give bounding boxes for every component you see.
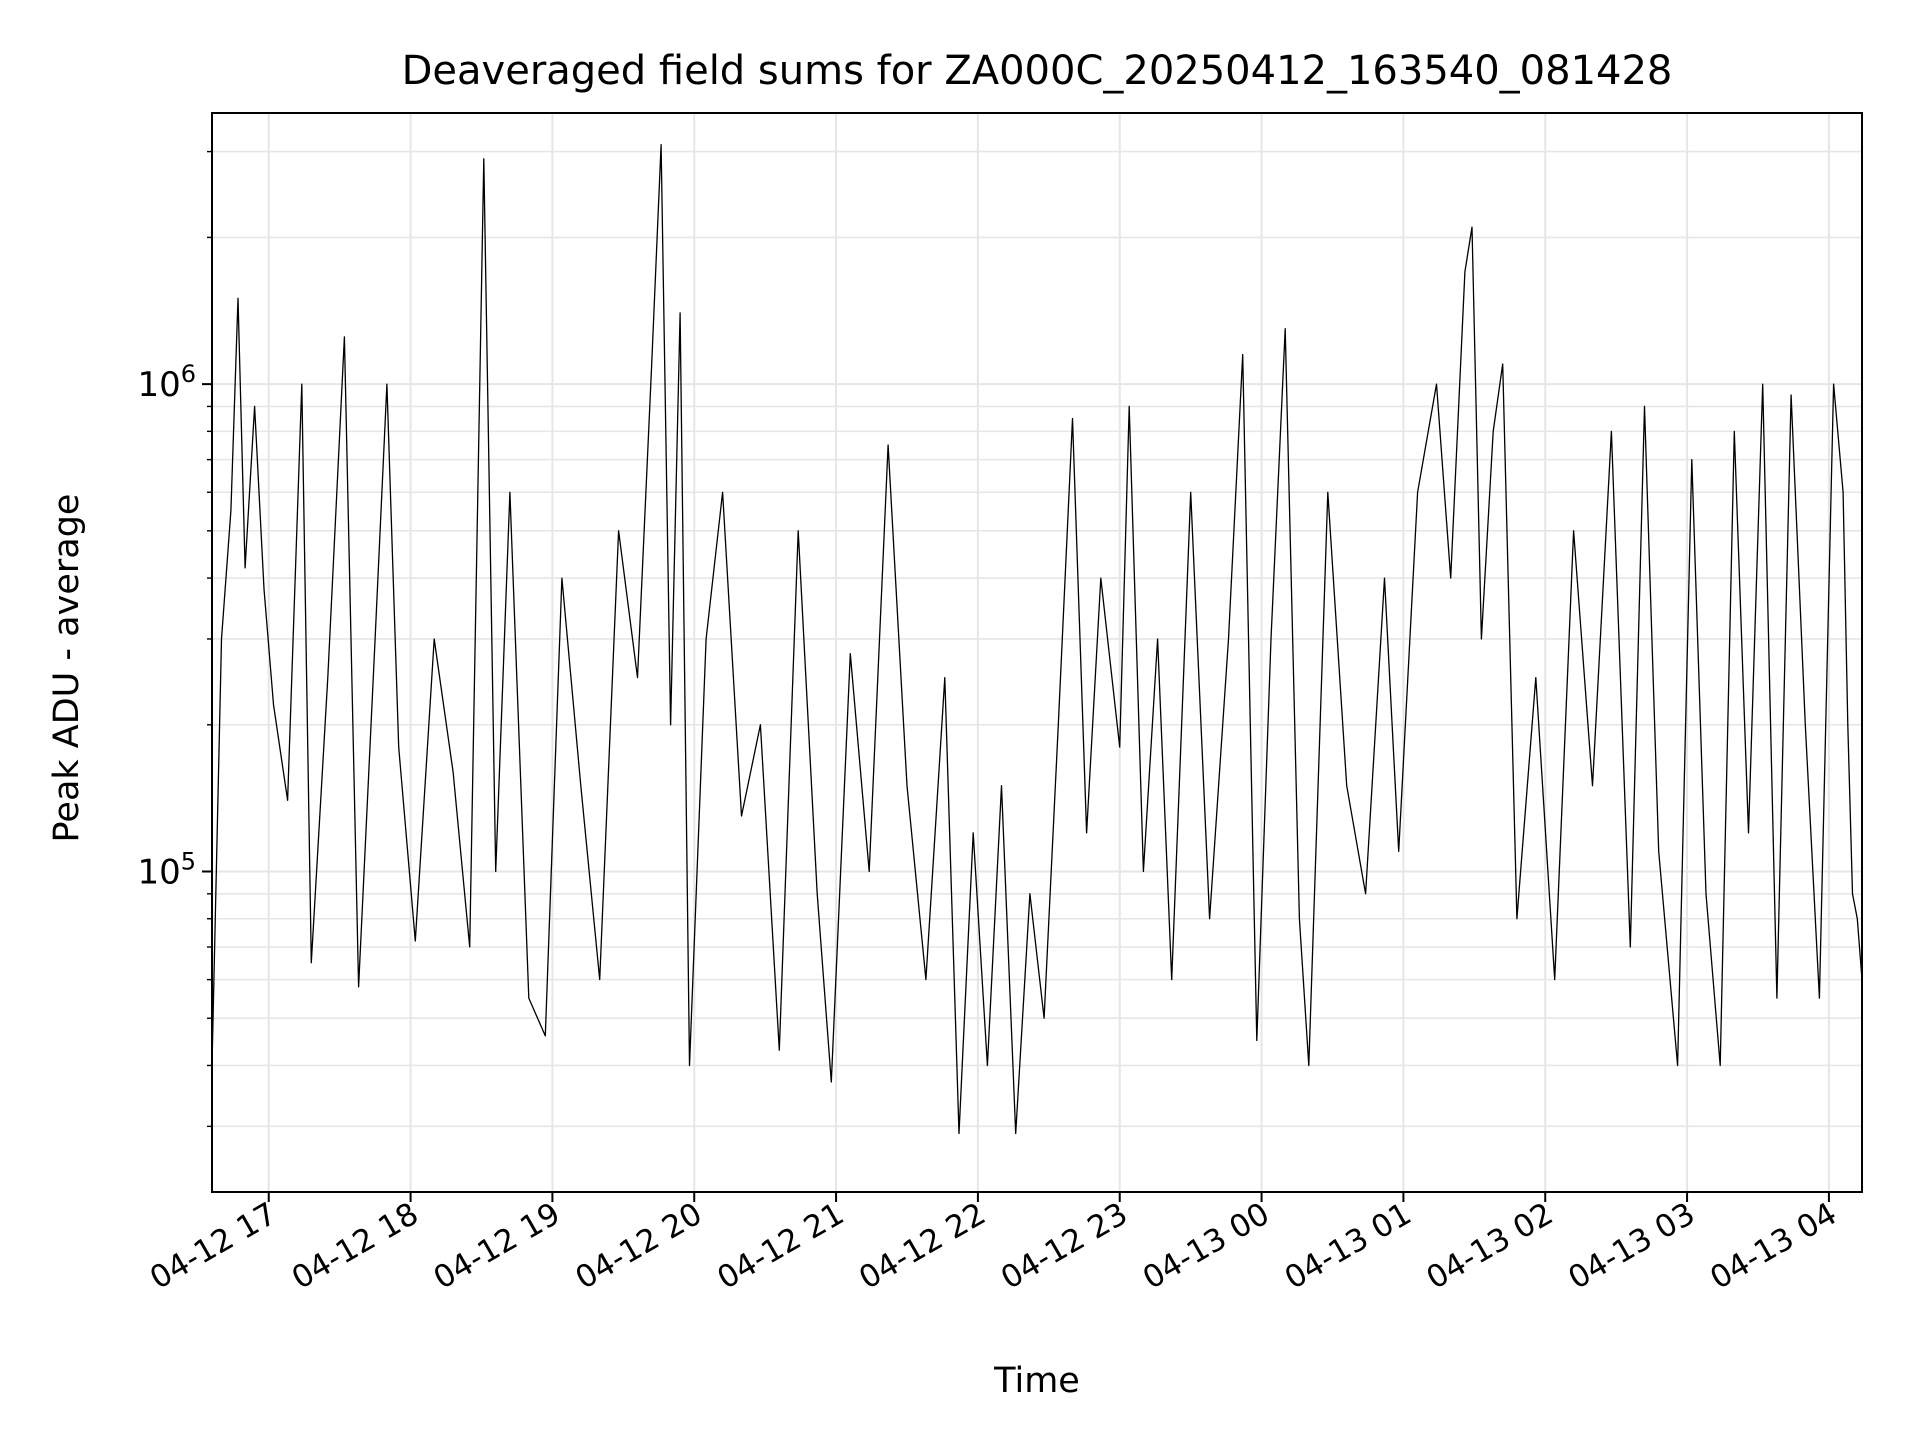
chart-title: Deaveraged field sums for ZA000C_2025041… (402, 48, 1673, 94)
y-axis-label: Peak ADU - average (47, 494, 87, 843)
data-layer (211, 144, 1863, 1135)
series-line (211, 144, 1863, 1135)
grid (212, 113, 1862, 1192)
y-tick-label: 105 (137, 848, 196, 893)
axes-frame (211, 112, 1863, 1193)
y-tick-label: 106 (137, 360, 196, 405)
x-axis-label: Time (993, 1361, 1080, 1401)
